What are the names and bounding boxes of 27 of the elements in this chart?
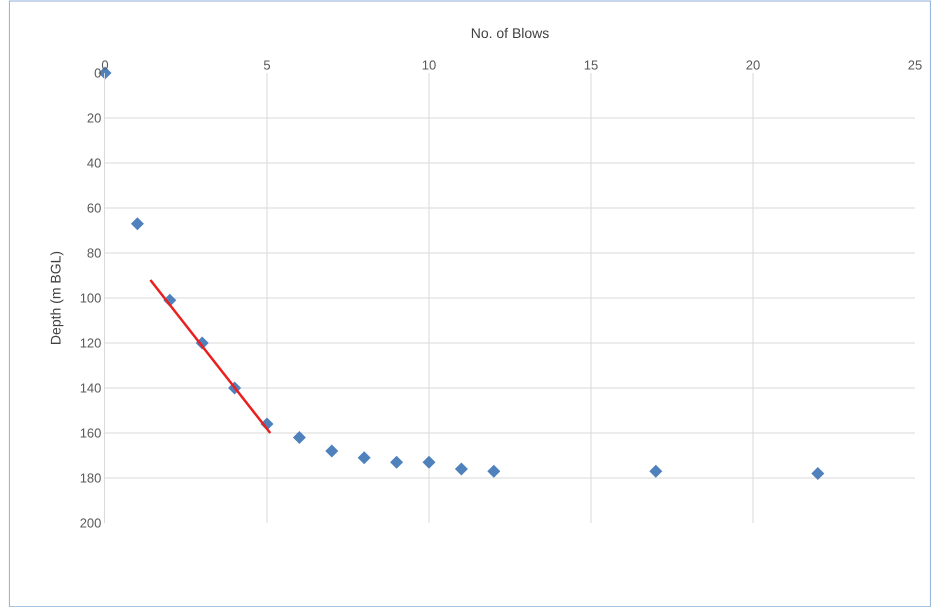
y-tick-label: 40 xyxy=(86,156,102,171)
point xyxy=(130,217,144,230)
point xyxy=(454,462,468,476)
y-tick-label: 100 xyxy=(80,290,102,306)
point xyxy=(358,451,371,464)
x-tick-label: 20 xyxy=(746,57,760,72)
y-tick-label: 200 xyxy=(80,516,102,531)
point xyxy=(649,464,662,478)
x-tick-label: 5 xyxy=(263,57,271,72)
point xyxy=(422,456,436,469)
y-tick-label: 120 xyxy=(80,336,102,351)
point xyxy=(390,456,404,469)
point xyxy=(487,464,500,478)
x-tick-label: 15 xyxy=(584,57,598,72)
point xyxy=(292,431,306,444)
point xyxy=(811,467,824,480)
x-tick-label: 10 xyxy=(422,57,436,72)
y-tick-label: 160 xyxy=(80,426,102,441)
y-tick-label: 80 xyxy=(86,246,102,261)
y-tick-label: 140 xyxy=(80,380,102,396)
y-tick-label: 60 xyxy=(86,200,102,216)
y-tick-label: 180 xyxy=(80,470,102,486)
point xyxy=(325,444,338,458)
y-axis-title: Depth (m BGL) xyxy=(47,250,64,346)
x-tick-label: 25 xyxy=(908,57,922,72)
y-tick-label: 20 xyxy=(86,110,102,126)
x-axis-title: No. of Blows xyxy=(470,25,550,41)
